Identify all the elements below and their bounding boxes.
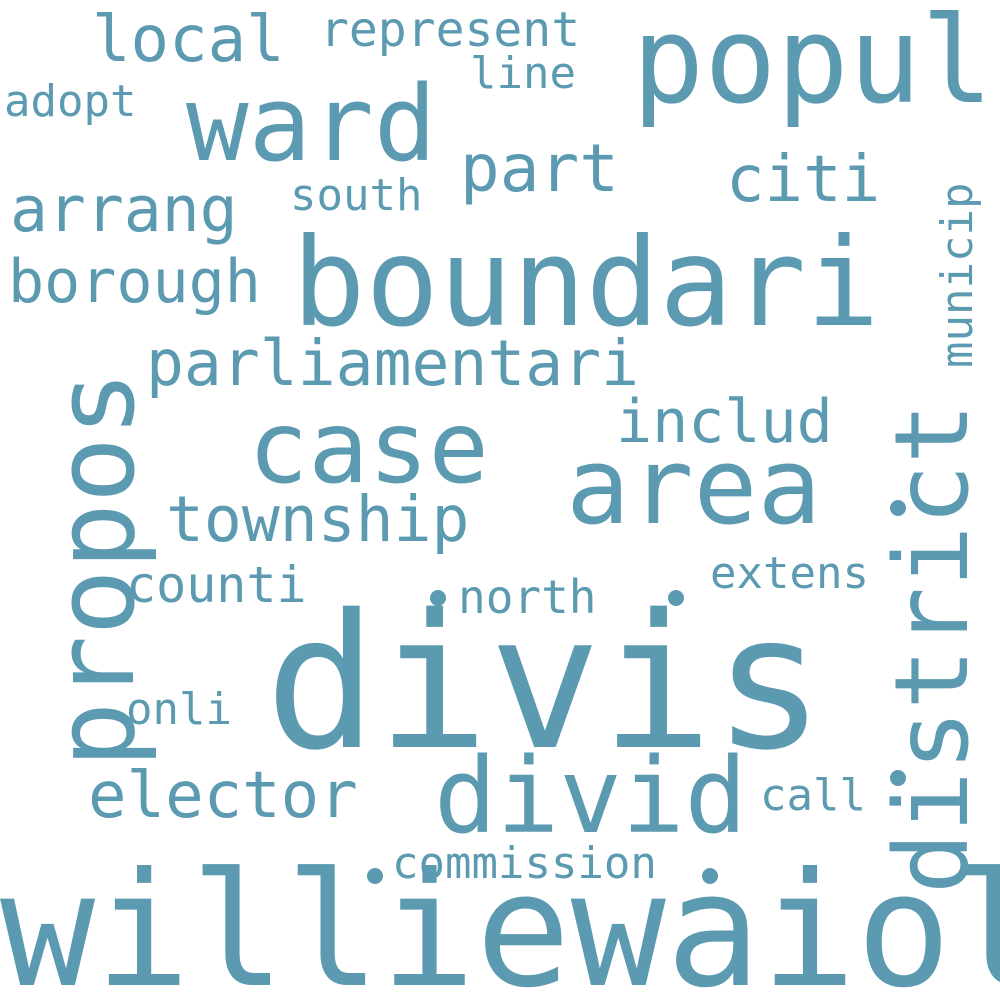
word-part: part <box>460 130 619 207</box>
word-south: south <box>290 170 423 221</box>
word-local: local <box>92 3 285 77</box>
dot-mark <box>668 590 684 606</box>
dot-mark <box>702 868 718 884</box>
word-popul: popul <box>632 0 994 131</box>
word-citi: citi <box>726 143 881 217</box>
word-counti: counti <box>126 556 307 614</box>
word-call: call <box>760 770 866 821</box>
word-adopt: adopt <box>4 76 137 127</box>
dot-mark <box>890 770 906 786</box>
dot-mark <box>890 500 906 516</box>
word-borough: borough <box>8 247 261 317</box>
word-case: case <box>248 389 489 506</box>
word-district: district <box>873 402 992 894</box>
word-divis: divis <box>265 574 825 791</box>
dot-mark <box>367 868 383 884</box>
word-area: area <box>566 425 822 548</box>
word-municip: municip <box>932 182 983 368</box>
word-commission: commission <box>392 838 657 889</box>
word-includ: includ <box>616 387 833 457</box>
word-township: township <box>166 483 470 556</box>
word-williewaiola: williewaiola <box>0 839 1000 1000</box>
word-extens: extens <box>710 548 869 599</box>
word-elector: elector <box>88 759 358 833</box>
word-propos: propos <box>31 370 159 768</box>
word-boundari: boundari <box>292 212 880 354</box>
word-onli: onli <box>126 684 232 735</box>
word-line: line <box>470 48 576 99</box>
word-north: north <box>458 570 597 624</box>
word-ward: ward <box>186 63 437 185</box>
word-divid: divid <box>434 735 748 857</box>
word-arrang: arrang <box>10 173 238 246</box>
dot-mark <box>430 590 446 606</box>
word-represent: represent <box>320 2 581 58</box>
word-parliamentari: parliamentari <box>146 327 640 400</box>
